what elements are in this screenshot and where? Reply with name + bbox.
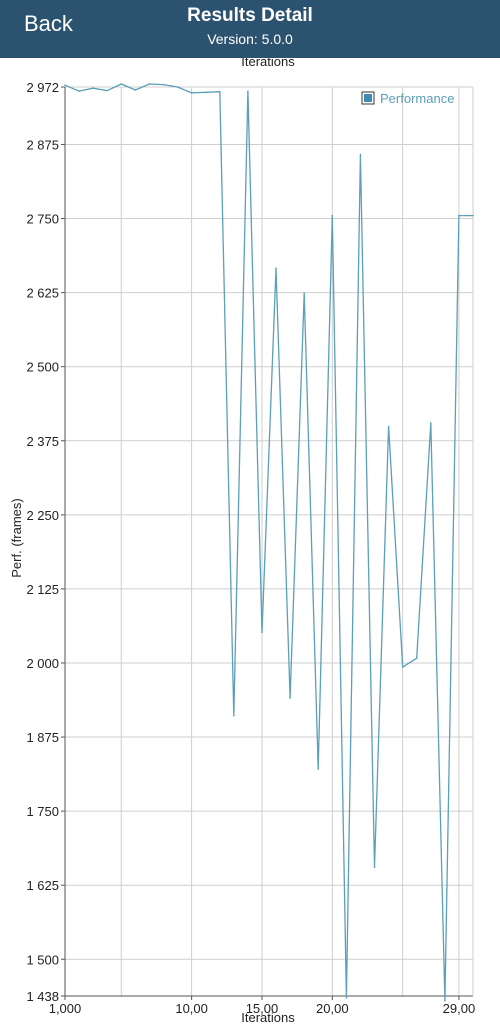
chart-x-axis-label: Iterations (241, 1010, 295, 1024)
performance-chart: Iterations Iterations Perf. (frames) 2 9… (9, 58, 475, 1024)
x-tick-label: 29,00 (443, 1001, 476, 1016)
data-point (275, 267, 277, 270)
y-tick-label: 2 875 (26, 137, 59, 152)
data-point (120, 83, 123, 85)
y-tick-label: 2 500 (26, 360, 59, 375)
data-point (233, 714, 235, 717)
legend-swatch-fill (364, 94, 372, 102)
y-tick-label: 2 750 (26, 212, 59, 227)
data-point (204, 91, 207, 94)
x-tick-label: 15,00 (246, 1001, 279, 1016)
title-bar: Back Results Detail Version: 5.0.0 (0, 0, 500, 58)
data-point (387, 425, 390, 428)
chart-grid (61, 86, 474, 1000)
data-point (190, 92, 193, 94)
y-tick-label: 1 625 (26, 878, 59, 893)
data-point (317, 768, 320, 770)
data-point (415, 657, 418, 660)
data-point (303, 292, 305, 295)
data-point (261, 631, 263, 633)
chart-series (64, 83, 474, 1002)
chart-tick-labels: 2 972 2 875 2 750 2 625 2 500 2 375 2 250 2 125… (26, 80, 475, 1016)
data-point (176, 86, 179, 88)
y-tick-label: 1 875 (26, 730, 59, 745)
legend-label-performance: Performance (380, 91, 454, 106)
y-tick-label: 2 625 (26, 286, 59, 301)
y-tick-label: 2 125 (26, 582, 59, 597)
y-tick-label: 2 972 (26, 80, 59, 95)
data-point (106, 89, 109, 92)
data-point (345, 996, 348, 999)
back-button[interactable]: Back (24, 11, 73, 36)
version-label: Version: 5.0.0 (207, 31, 293, 47)
data-point (78, 90, 80, 92)
data-point (458, 214, 460, 217)
y-tick-label: 2 250 (26, 508, 59, 523)
data-point (218, 90, 221, 93)
y-tick-label: 2 375 (26, 434, 59, 449)
series-line-performance (64, 83, 473, 1001)
chart-top-axis-label: Iterations (241, 58, 295, 69)
y-tick-label: 2 000 (26, 656, 59, 671)
data-point (134, 89, 137, 91)
data-point (162, 83, 165, 86)
data-point (472, 214, 474, 217)
data-point (64, 84, 66, 87)
chart-y-axis-label: Perf. (frames) (9, 498, 24, 577)
x-tick-label: 20,00 (316, 1001, 349, 1016)
data-point (92, 87, 94, 89)
y-tick-label: 1 500 (26, 952, 59, 967)
chart-legend[interactable]: Performance (361, 91, 454, 106)
data-point (444, 999, 446, 1002)
y-tick-label: 1 750 (26, 804, 59, 819)
x-tick-label: 10,00 (175, 1001, 208, 1016)
data-point (247, 90, 249, 92)
data-point (429, 422, 432, 424)
data-point (148, 83, 151, 85)
data-point (401, 666, 404, 668)
y-tick-label: 1 438 (26, 989, 59, 1004)
data-point (359, 153, 362, 156)
x-tick-label: 1,000 (49, 1001, 82, 1016)
data-point (331, 214, 334, 217)
data-point (289, 697, 291, 699)
page-title: Results Detail (187, 5, 313, 26)
data-point (373, 866, 376, 869)
